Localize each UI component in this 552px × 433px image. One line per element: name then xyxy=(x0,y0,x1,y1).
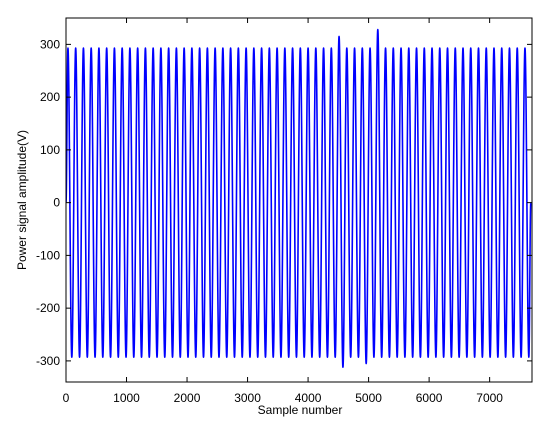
x-tick-label: 2000 xyxy=(174,391,201,405)
y-tick-label: 300 xyxy=(40,37,60,51)
y-tick-label: -200 xyxy=(36,301,60,315)
x-tick-label: 1000 xyxy=(113,391,140,405)
y-tick-label: -100 xyxy=(36,248,60,262)
y-tick-label: 0 xyxy=(53,196,60,210)
x-tick-label: 6000 xyxy=(416,391,443,405)
y-tick-label: 200 xyxy=(40,90,60,104)
y-axis-label: Power signal amplitude(V) xyxy=(15,130,29,270)
x-tick-label: 7000 xyxy=(476,391,503,405)
x-tick-label: 3000 xyxy=(234,391,261,405)
y-tick-label: 100 xyxy=(40,143,60,157)
x-tick-label: 4000 xyxy=(295,391,322,405)
data-line xyxy=(66,28,532,369)
x-tick-label: 0 xyxy=(63,391,70,405)
x-tick-label: 5000 xyxy=(355,391,382,405)
x-axis-label: Sample number xyxy=(258,403,343,417)
y-tick-label: -300 xyxy=(36,354,60,368)
plot-frame xyxy=(65,17,533,383)
